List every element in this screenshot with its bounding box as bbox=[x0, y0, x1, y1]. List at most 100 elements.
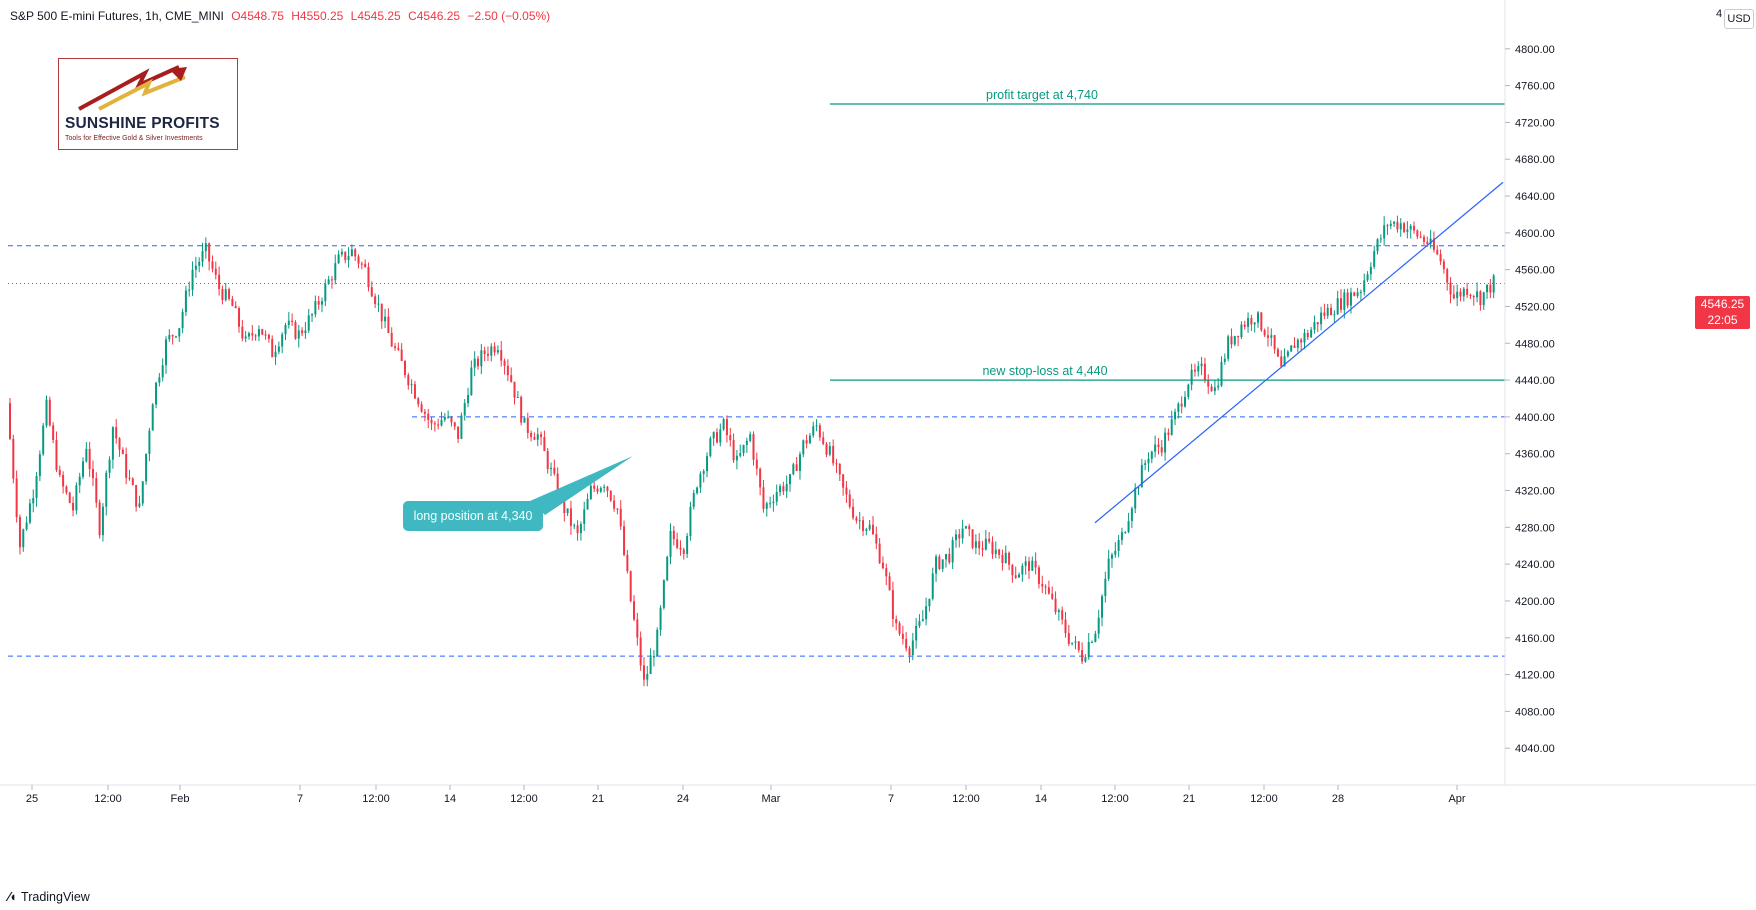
candle-down bbox=[609, 490, 612, 502]
candle-up bbox=[247, 331, 250, 340]
candle-body bbox=[1263, 330, 1266, 336]
candle-down bbox=[500, 341, 503, 367]
candle-down bbox=[1432, 231, 1435, 253]
candle-up bbox=[550, 462, 553, 477]
candle-down bbox=[72, 496, 75, 517]
candle-down bbox=[971, 529, 974, 550]
candle-up bbox=[1310, 326, 1313, 338]
candle-up bbox=[337, 250, 340, 264]
candle-body bbox=[1067, 633, 1070, 644]
candle-body bbox=[400, 349, 403, 361]
candle-up bbox=[194, 256, 197, 278]
candle-body bbox=[503, 360, 506, 366]
time-axis[interactable]: 25 12:00 Feb 7 12:00 14 12:00 21 24 Mar 7 12:00 14 12… bbox=[0, 784, 1756, 805]
candle-body bbox=[1147, 458, 1150, 464]
candle-down bbox=[261, 328, 264, 336]
candle-up bbox=[662, 579, 665, 610]
candle-up bbox=[1197, 361, 1200, 377]
candle-down bbox=[1230, 328, 1233, 349]
candle-down bbox=[755, 452, 758, 476]
candle-body bbox=[158, 377, 161, 383]
price-tick-label: 4720.00 bbox=[1515, 117, 1555, 129]
candle-body bbox=[374, 296, 377, 305]
candle-body bbox=[513, 381, 516, 398]
time-tick-label: 12:00 bbox=[94, 793, 122, 805]
candle-down bbox=[1276, 347, 1279, 358]
candle-up bbox=[868, 519, 871, 531]
candle-body bbox=[905, 638, 908, 649]
logo-arrow-icon bbox=[78, 65, 187, 111]
candle-body bbox=[198, 261, 201, 266]
candle-body bbox=[1280, 356, 1283, 367]
candle-up bbox=[1376, 238, 1379, 255]
candle-body bbox=[291, 320, 294, 323]
price-axis[interactable]: 4040.00 4080.00 4120.00 4160.00 4200.00 4240.… bbox=[1504, 0, 1737, 785]
currency-selector[interactable]: USD bbox=[1724, 9, 1754, 29]
candle-body bbox=[659, 607, 662, 630]
candle-body bbox=[1396, 221, 1399, 230]
symbol-name[interactable]: S&P 500 E-mini Futures, 1h, CME_MINI bbox=[10, 9, 224, 23]
candle-body bbox=[171, 335, 174, 337]
time-tick-label: 7 bbox=[888, 793, 894, 805]
candle-down bbox=[9, 397, 11, 440]
candle-down bbox=[1459, 288, 1462, 302]
candle-down bbox=[91, 460, 94, 487]
candle-down bbox=[1081, 642, 1084, 665]
candle-up bbox=[105, 470, 108, 516]
candle-body bbox=[257, 329, 260, 337]
candle-down bbox=[1157, 437, 1160, 455]
candle-down bbox=[171, 334, 174, 345]
candle-body bbox=[1134, 487, 1137, 509]
candle-up bbox=[1137, 485, 1140, 496]
symbol-header[interactable]: S&P 500 E-mini Futures, 1h, CME_MINI O45… bbox=[10, 9, 554, 23]
candle-up bbox=[1150, 450, 1153, 464]
candle-body bbox=[1154, 444, 1157, 452]
candle-up bbox=[1170, 410, 1173, 436]
candle-body bbox=[1439, 254, 1442, 262]
candle-down bbox=[397, 342, 400, 351]
candle-body bbox=[898, 623, 901, 634]
candle-down bbox=[1479, 290, 1482, 311]
candle-down bbox=[1266, 326, 1269, 347]
candle-body bbox=[935, 556, 938, 574]
candle-down bbox=[271, 335, 274, 358]
candle-body bbox=[858, 520, 861, 522]
current-price-value: 4546.25 bbox=[1700, 297, 1745, 311]
candle-up bbox=[1366, 271, 1369, 283]
candle-body bbox=[679, 547, 682, 550]
candle-down bbox=[1047, 580, 1050, 595]
time-tick-label: 25 bbox=[26, 793, 38, 805]
time-tick-label: 7 bbox=[297, 793, 303, 805]
candle-body bbox=[991, 541, 994, 554]
candle-body bbox=[1406, 229, 1409, 232]
candle-up bbox=[1018, 572, 1021, 578]
tradingview-branding[interactable]: ⁄◖ TradingView bbox=[8, 889, 90, 904]
price-tick-label: 4320.00 bbox=[1515, 486, 1555, 498]
candle-up bbox=[1147, 452, 1150, 472]
candle-down bbox=[234, 301, 237, 309]
candle-body bbox=[1479, 291, 1482, 306]
candle-down bbox=[477, 355, 480, 370]
candle-body bbox=[1492, 275, 1495, 293]
candle-down bbox=[825, 441, 828, 458]
candle-body bbox=[828, 446, 831, 455]
candle-up bbox=[1200, 356, 1203, 376]
price-tick-label: 4560.00 bbox=[1515, 265, 1555, 277]
candle-down bbox=[387, 308, 390, 334]
candle-body bbox=[138, 503, 141, 507]
candle-body bbox=[546, 450, 549, 470]
candle-body bbox=[65, 486, 68, 493]
candle-up bbox=[1253, 322, 1256, 333]
candle-body bbox=[1366, 274, 1369, 281]
candle-down bbox=[1446, 267, 1449, 291]
candle-body bbox=[1313, 322, 1316, 330]
candle-down bbox=[1436, 245, 1439, 256]
candle-body bbox=[1356, 292, 1359, 296]
candle-body bbox=[852, 506, 855, 518]
candle-body bbox=[1203, 363, 1206, 381]
ohlc-open: O4548.75 bbox=[231, 9, 284, 23]
candle-body bbox=[725, 419, 728, 436]
candle-body bbox=[1383, 225, 1386, 239]
candle-body bbox=[1117, 540, 1120, 551]
